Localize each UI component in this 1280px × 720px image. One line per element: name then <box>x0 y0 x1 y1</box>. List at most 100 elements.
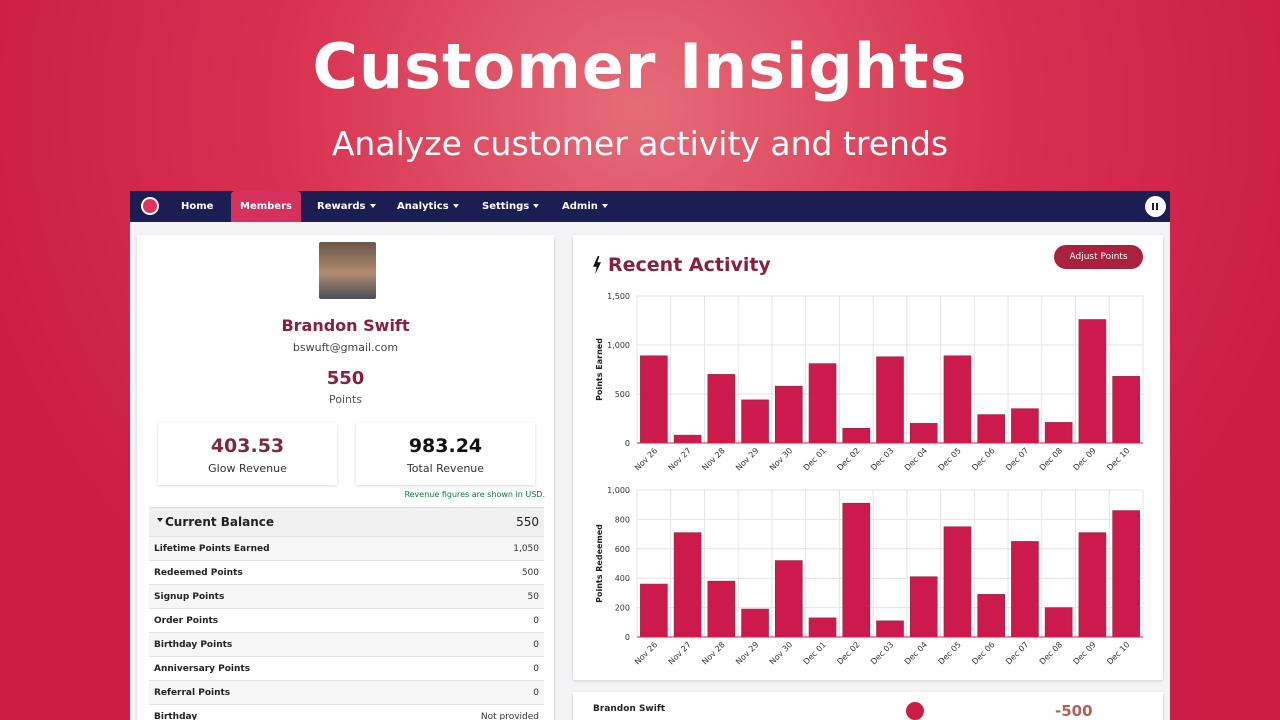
balance-row: Redeemed Points 500 <box>149 560 544 585</box>
adjust-points-button[interactable]: Adjust Points <box>1054 245 1143 269</box>
nav-label: Settings <box>482 201 530 212</box>
x-tick-label: Dec 09 <box>1072 446 1098 472</box>
y-tick-label: 600 <box>615 545 630 554</box>
row-value: 50 <box>527 592 539 602</box>
row-label: Signup Points <box>154 592 225 602</box>
bar <box>808 617 837 638</box>
entry-points: -500 <box>1055 702 1093 720</box>
avatar <box>319 242 376 299</box>
points-value: 550 <box>326 368 365 389</box>
bar <box>1044 607 1073 638</box>
y-axis-label: Points Redeemed <box>595 524 604 603</box>
row-label: Lifetime Points Earned <box>154 544 270 554</box>
row-value: 0 <box>533 664 539 674</box>
y-tick-label: 1,000 <box>607 341 630 350</box>
revenue-note: Revenue figures are shown in USD. <box>404 490 545 499</box>
balance-value: 550 <box>516 515 539 529</box>
bar <box>876 356 904 444</box>
x-tick-label: Nov 30 <box>768 640 794 666</box>
nav-item[interactable]: Analytics <box>388 191 468 222</box>
x-tick-label: Dec 06 <box>970 640 996 666</box>
y-tick-label: 0 <box>625 633 630 642</box>
nav-item[interactable]: Home <box>172 191 222 222</box>
balance-header[interactable]: Current Balance 550 <box>149 507 544 536</box>
x-tick-label: Dec 03 <box>869 640 895 666</box>
y-tick-label: 1,000 <box>607 486 630 495</box>
x-tick-label: Dec 10 <box>1105 640 1131 666</box>
bar <box>842 427 871 444</box>
points-label: Points <box>328 393 363 406</box>
bar <box>909 423 938 444</box>
x-tick-label: Dec 08 <box>1038 640 1064 666</box>
bar <box>707 374 736 444</box>
nav-item[interactable]: Rewards <box>308 191 385 222</box>
revenue-card: 403.53 Glow Revenue <box>158 423 337 485</box>
revenue-card: 983.24 Total Revenue <box>356 423 535 485</box>
x-tick-label: Dec 03 <box>869 446 895 472</box>
x-tick-label: Dec 02 <box>835 446 861 472</box>
balance-row: Lifetime Points Earned 1,050 <box>149 536 544 561</box>
row-label: Referral Points <box>154 688 231 698</box>
bar <box>673 434 702 444</box>
bar <box>808 363 837 444</box>
balance-row: Referral Points 0 <box>149 680 544 705</box>
x-tick-label: Dec 02 <box>835 640 861 666</box>
banner-title: Customer Insights <box>312 30 968 103</box>
y-tick-label: 500 <box>615 390 630 399</box>
row-label: Order Points <box>154 616 219 626</box>
entry-name: Brandon Swift <box>593 704 666 714</box>
x-tick-label: Dec 01 <box>802 446 828 472</box>
nav-item[interactable]: Admin <box>553 191 617 222</box>
x-tick-label: Nov 26 <box>633 446 659 472</box>
x-tick-label: Nov 29 <box>734 640 760 666</box>
x-tick-label: Dec 06 <box>970 446 996 472</box>
revenue-value: 403.53 <box>210 435 285 457</box>
x-tick-label: Dec 01 <box>802 640 828 666</box>
row-value: 0 <box>533 688 539 698</box>
nav-item[interactable]: Settings <box>473 191 548 222</box>
bar <box>1078 319 1107 444</box>
x-tick-label: Dec 05 <box>937 446 963 472</box>
profile-card: Brandon Swift bswuft@gmail.com 550 Point… <box>137 235 554 720</box>
row-value: 1,050 <box>513 544 539 554</box>
x-tick-label: Nov 29 <box>734 446 760 472</box>
bar <box>673 532 702 638</box>
logo[interactable] <box>141 197 159 215</box>
nav-label: Admin <box>562 201 598 212</box>
entry-icon <box>906 702 924 720</box>
bar <box>1112 510 1140 638</box>
bar <box>977 414 1005 444</box>
y-tick-label: 200 <box>615 604 630 613</box>
nav-label: Home <box>181 201 214 212</box>
balance-row: Birthday Points 0 <box>149 632 544 657</box>
x-tick-label: Dec 04 <box>903 640 929 666</box>
bar <box>775 385 803 444</box>
profile-email: bswuft@gmail.com <box>292 341 399 354</box>
x-tick-label: Nov 30 <box>768 446 794 472</box>
x-tick-label: Dec 10 <box>1105 446 1131 472</box>
x-tick-label: Dec 07 <box>1004 640 1030 666</box>
pause-button[interactable] <box>1145 196 1166 217</box>
y-tick-label: 800 <box>615 515 630 524</box>
bar <box>640 355 668 444</box>
y-axis-label: Points Earned <box>595 338 604 401</box>
nav-label: Members <box>240 201 292 212</box>
banner-subtitle: Analyze customer activity and trends <box>331 124 949 163</box>
x-tick-label: Dec 04 <box>903 446 929 472</box>
revenue-label: Glow Revenue <box>208 462 287 475</box>
bar <box>909 576 938 638</box>
y-tick-label: 1,500 <box>607 292 630 301</box>
bar <box>741 608 769 638</box>
balance-row: Signup Points 50 <box>149 584 544 609</box>
balance-row: Order Points 0 <box>149 608 544 633</box>
row-value: Not provided <box>480 712 539 720</box>
x-tick-label: Dec 08 <box>1038 446 1064 472</box>
bar <box>977 594 1005 638</box>
row-value: 0 <box>533 640 539 650</box>
nav-item[interactable]: Members <box>231 191 301 222</box>
row-label: Redeemed Points <box>154 568 243 578</box>
x-tick-label: Nov 26 <box>633 640 659 666</box>
revenue-value: 983.24 <box>408 435 483 457</box>
x-tick-label: Nov 27 <box>667 640 693 666</box>
